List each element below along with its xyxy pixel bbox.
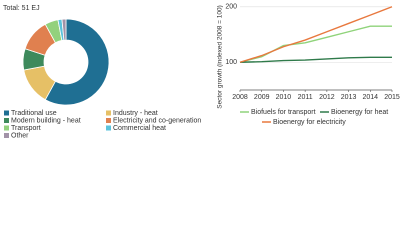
x-tick-label: 2008 <box>232 94 248 101</box>
legend-swatch <box>4 133 9 138</box>
legend-label: Traditional use <box>11 110 57 117</box>
legend-label: Other <box>11 132 29 139</box>
x-tick-label: 2011 <box>298 94 313 101</box>
donut-title: Total: 51 EJ <box>3 5 40 12</box>
legend-swatch <box>4 118 9 123</box>
legend-label: Transport <box>11 125 41 132</box>
series-line <box>239 6 393 63</box>
x-tick-label: 2015 <box>384 94 400 101</box>
x-tick-label: 2010 <box>276 94 292 101</box>
legend-swatch <box>106 110 111 116</box>
legend-swatch <box>106 125 111 131</box>
y-tick-label: 100 <box>225 59 237 66</box>
legend-swatch <box>4 110 9 116</box>
figure: Total: 51 EJ Traditional use Industry - h… <box>3 4 400 140</box>
legend-label: Commercial heat <box>113 125 166 132</box>
donut-slice <box>61 18 67 41</box>
legend-label: Modern building - heat <box>11 117 81 124</box>
x-tick-label: 2014 <box>362 94 378 101</box>
x-tick-label: 2012 <box>319 94 335 101</box>
x-tick-label: 2009 <box>254 94 270 101</box>
donut-slice <box>44 18 110 106</box>
series-line <box>239 56 392 63</box>
y-axis-label: Sector growth (indexed 2008 = 100) <box>217 5 224 109</box>
legend-swatch <box>106 118 111 123</box>
legend-label: Bioenergy for electricity <box>273 119 346 126</box>
legend-swatch <box>4 125 9 131</box>
x-tick-label: 2013 <box>341 94 357 101</box>
y-tick-label: 200 <box>225 4 237 11</box>
legend-label: Biofuels for transport <box>251 109 316 116</box>
legend-label: Industry - heat <box>113 110 158 117</box>
legend-label: Electricity and co-generation <box>113 117 201 124</box>
legend-label: Bioenergy for heat <box>331 109 388 116</box>
